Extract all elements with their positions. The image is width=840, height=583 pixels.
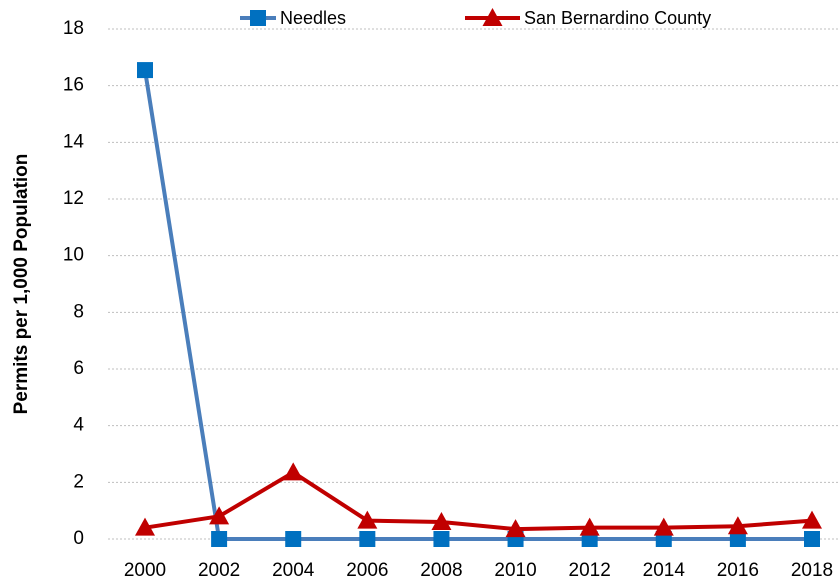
x-tick-label: 2012 — [569, 560, 611, 581]
legend-marker — [482, 8, 503, 26]
point-marker — [579, 517, 600, 536]
point-marker — [433, 531, 450, 547]
point-marker — [653, 517, 674, 536]
y-tick-label: 4 — [73, 415, 84, 436]
y-tick-label: 2 — [73, 471, 84, 492]
x-tick-label: 2004 — [272, 560, 315, 581]
series-line — [144, 470, 813, 532]
x-tick-label: 2018 — [791, 560, 833, 581]
y-tick-label: 16 — [63, 75, 84, 96]
x-tick-label: 2006 — [346, 560, 388, 581]
x-tick-label: 2016 — [717, 560, 759, 581]
y-tick-label: 6 — [73, 358, 84, 379]
point-marker — [729, 531, 746, 547]
x-tick-label: 2000 — [124, 560, 166, 581]
point-marker — [135, 517, 155, 536]
point-marker — [804, 531, 820, 547]
point-marker — [727, 516, 748, 535]
point-marker — [137, 62, 153, 79]
y-tick-label: 14 — [63, 131, 85, 152]
x-tick-label: 2014 — [643, 560, 686, 581]
legend-marker — [250, 10, 266, 26]
point-marker — [211, 531, 228, 547]
legend-label: Needles — [280, 8, 346, 28]
y-axis-label: Permits per 1,000 Population — [11, 154, 32, 415]
y-tick-label: 18 — [63, 18, 84, 39]
point-marker — [802, 510, 822, 529]
y-tick-label: 10 — [63, 245, 84, 266]
y-tick-label: 0 — [73, 528, 84, 549]
legend-label: San Bernardino County — [524, 8, 711, 28]
point-marker — [283, 462, 304, 481]
point-marker — [359, 531, 376, 547]
point-marker — [505, 519, 526, 538]
y-tick-label: 8 — [73, 301, 84, 322]
x-tick-label: 2010 — [494, 560, 536, 581]
y-tick-label: 12 — [63, 188, 84, 209]
point-marker — [357, 510, 378, 529]
point-marker — [431, 512, 452, 530]
x-tick-label: 2008 — [420, 560, 462, 581]
x-tick-label: 2002 — [198, 560, 240, 581]
point-marker — [285, 531, 302, 547]
series-line — [143, 69, 812, 541]
point-marker — [209, 506, 230, 525]
